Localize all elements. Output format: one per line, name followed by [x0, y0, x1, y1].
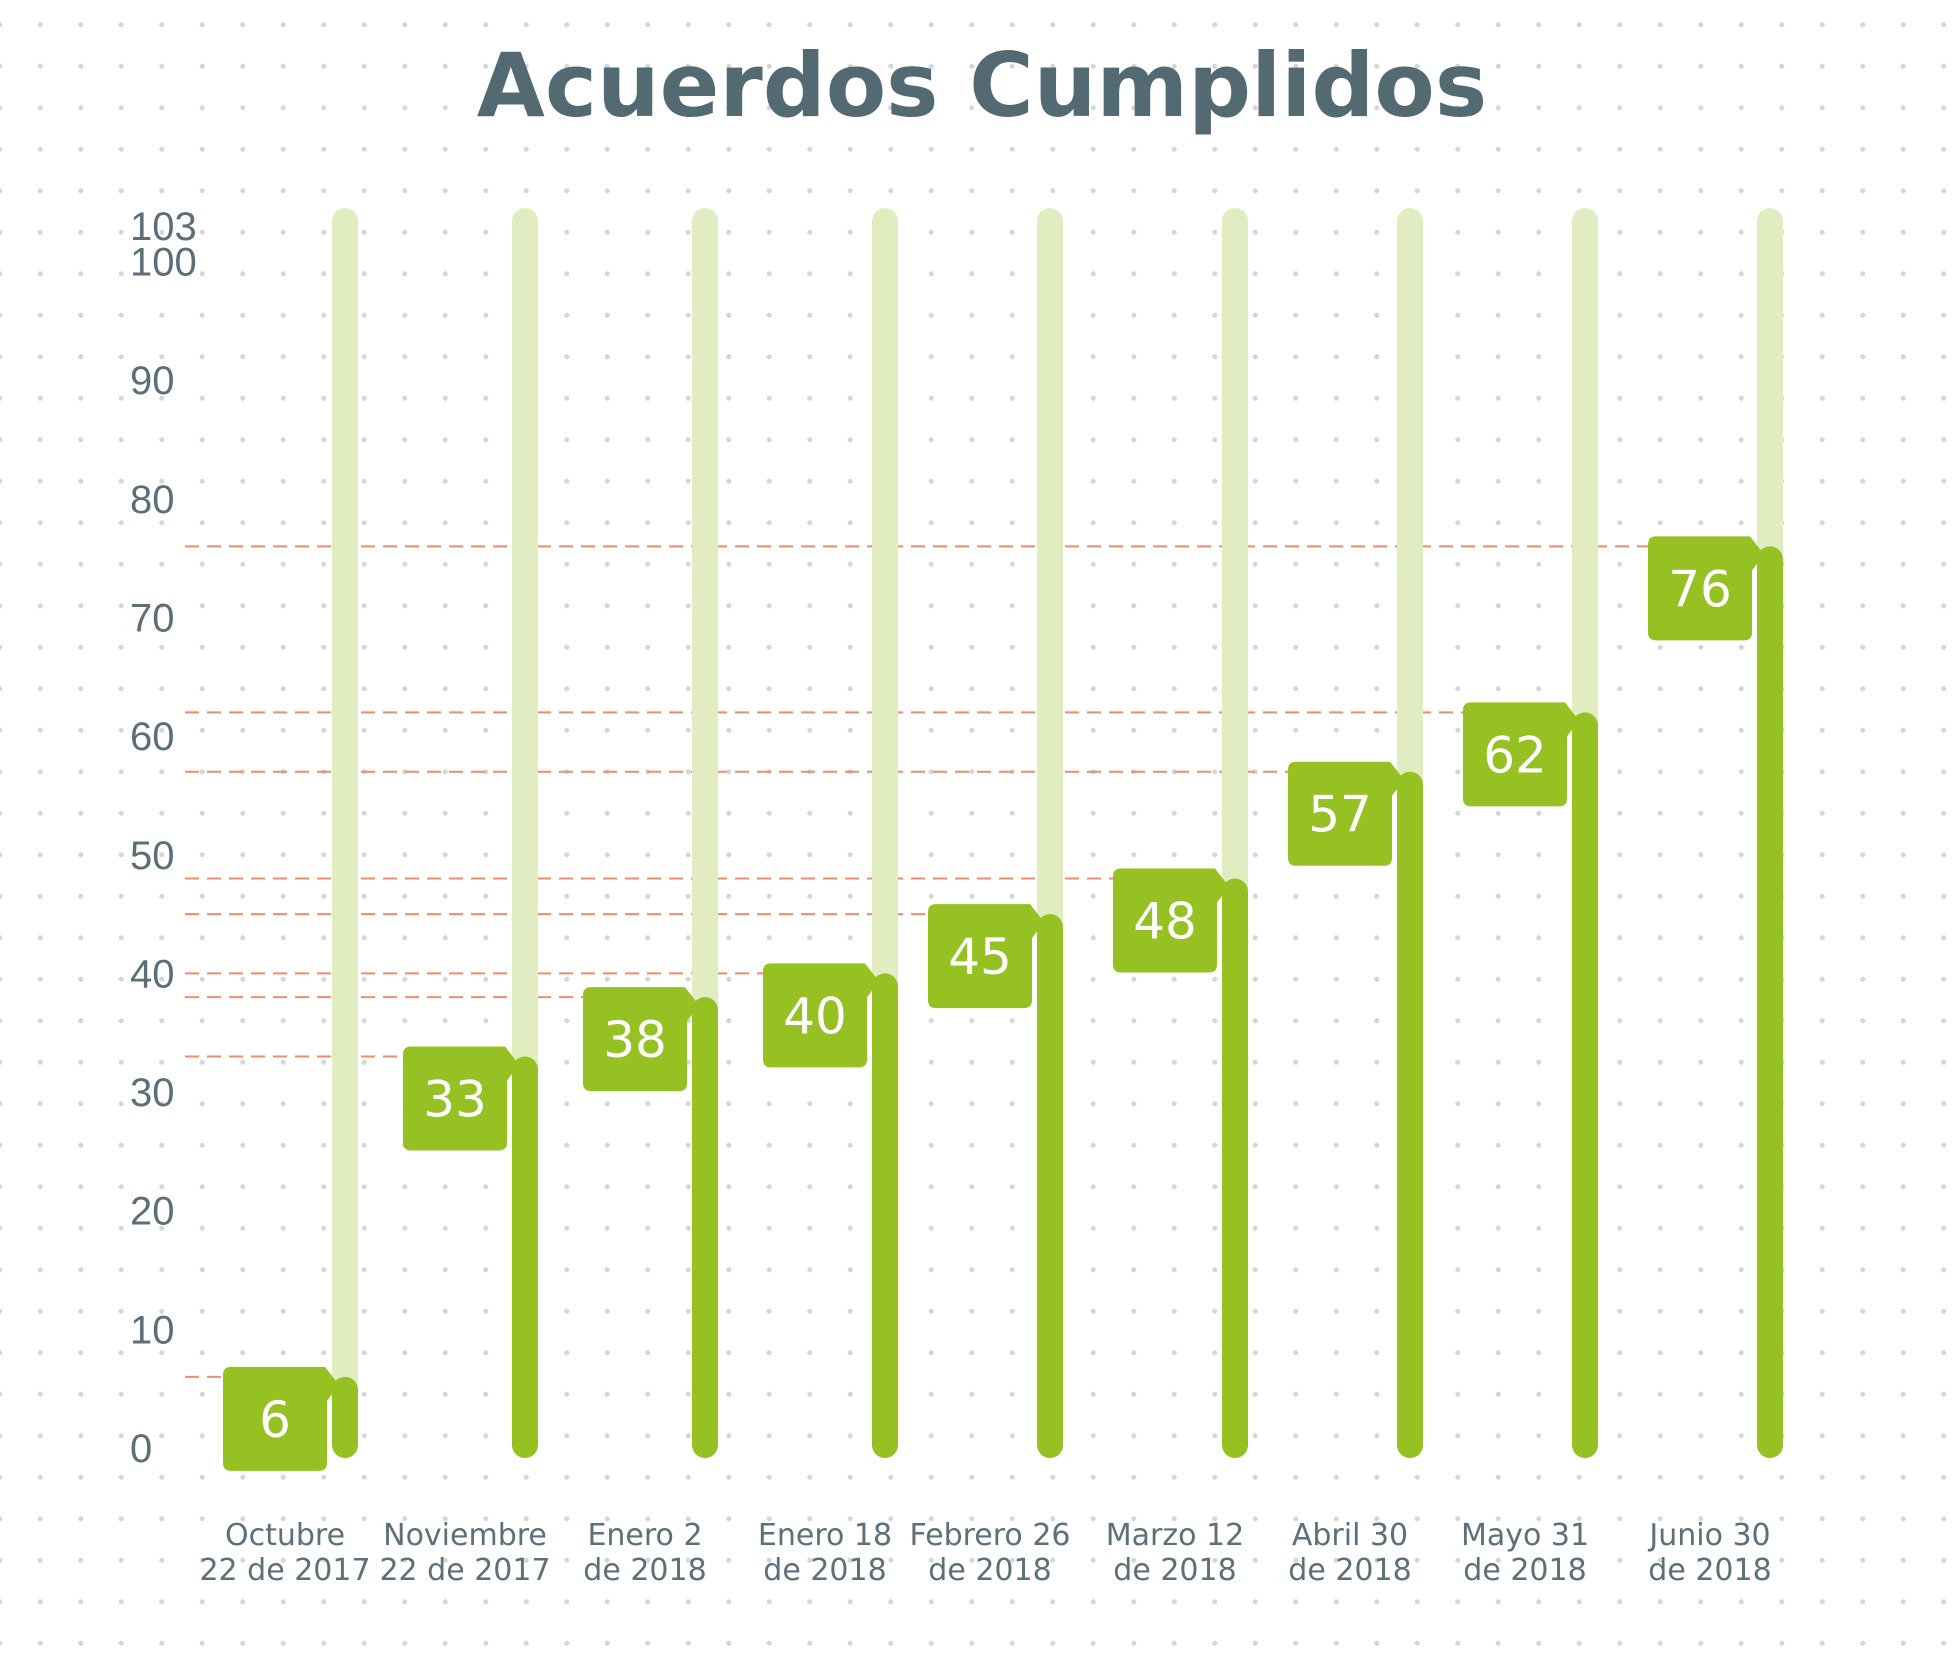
value-label: 76 [1668, 560, 1732, 618]
value-label-box [928, 904, 1044, 1009]
value-labels: 6 33 38 40 45 48 57 62 76 [223, 536, 1764, 1471]
value-label-box [223, 1366, 339, 1471]
value-label-box [403, 1046, 519, 1151]
bar [692, 997, 718, 1458]
y-tick-label: 40 [130, 952, 175, 996]
value-label: 6 [259, 1391, 291, 1449]
value-label: 45 [948, 928, 1012, 986]
x-tick-label: Mayo 31 [1461, 1518, 1589, 1553]
value-label-box [763, 963, 879, 1068]
bar [872, 973, 898, 1458]
x-tick-label: Enero 18 [758, 1518, 892, 1553]
y-tick-label: 20 [130, 1190, 175, 1234]
x-tick-label: de 2018 [928, 1553, 1051, 1588]
bar [1397, 771, 1423, 1458]
y-tick-label: 30 [130, 1071, 175, 1115]
y-tick-label: 60 [130, 715, 175, 759]
bar-track [332, 208, 358, 1458]
chart-title: Acuerdos Cumplidos [477, 34, 1488, 137]
value-label: 48 [1133, 893, 1197, 951]
value-label-box [1113, 868, 1229, 973]
x-tick-label: de 2018 [763, 1553, 886, 1588]
x-tick-label: Junio 30 [1647, 1518, 1770, 1553]
y-tick-label: 90 [130, 359, 175, 403]
bar [1572, 712, 1598, 1458]
y-tick-label: 80 [130, 478, 175, 522]
y-tick-label: 100 [130, 241, 197, 285]
x-tick-label: 22 de 2017 [199, 1553, 370, 1588]
bars [332, 546, 1783, 1458]
value-label: 57 [1308, 786, 1372, 844]
x-tick-label: de 2018 [1463, 1553, 1586, 1588]
y-tick-label: 0 [130, 1427, 152, 1471]
value-label: 62 [1483, 726, 1547, 784]
y-tick-label: 50 [130, 834, 175, 878]
bar [1222, 878, 1248, 1458]
x-tick-label: de 2018 [583, 1553, 706, 1588]
x-tick-label: de 2018 [1288, 1553, 1411, 1588]
bar [512, 1056, 538, 1458]
value-label-box [1463, 702, 1579, 807]
x-tick-label: Abril 30 [1292, 1518, 1408, 1553]
bar [1037, 914, 1063, 1458]
value-label-box [1288, 761, 1404, 866]
value-label: 33 [423, 1070, 487, 1128]
x-tick-label: Enero 2 [587, 1518, 702, 1553]
x-tick-label: 22 de 2017 [379, 1553, 550, 1588]
x-tick-label: Marzo 12 [1106, 1518, 1244, 1553]
x-tick-label: de 2018 [1648, 1553, 1771, 1588]
value-label-box [1648, 536, 1764, 641]
x-tick-label: Octubre [225, 1518, 345, 1553]
bar [1757, 546, 1783, 1458]
bar [332, 1376, 358, 1458]
y-tick-label: 103 [130, 205, 197, 249]
x-tick-label: Noviembre [383, 1518, 547, 1553]
value-label: 40 [783, 987, 847, 1045]
y-tick-label: 70 [130, 597, 175, 641]
y-tick-label: 10 [130, 1308, 175, 1352]
value-label: 38 [603, 1011, 667, 1069]
x-tick-label: Febrero 26 [910, 1518, 1071, 1553]
value-label-box [583, 987, 699, 1092]
x-tick-label: de 2018 [1113, 1553, 1236, 1588]
